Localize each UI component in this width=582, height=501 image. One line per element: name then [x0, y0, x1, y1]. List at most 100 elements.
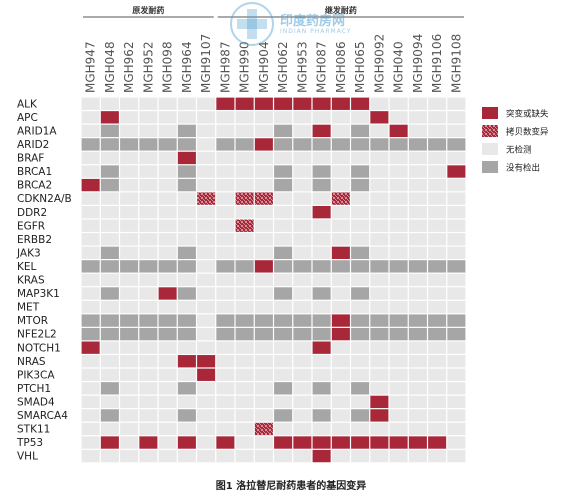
cell-not-tested — [351, 300, 370, 314]
cell-not-tested — [100, 219, 119, 232]
cell-not-detected — [235, 327, 254, 341]
cell-not-tested — [158, 449, 177, 463]
cell-not-tested — [389, 395, 408, 409]
cell-not-tested — [158, 300, 177, 314]
sample-label: MGH040 — [392, 41, 406, 93]
gene-label: PTCH1 — [17, 383, 51, 395]
cell-mutation — [177, 151, 196, 165]
cell-not-tested — [120, 355, 139, 368]
cell-not-tested — [331, 422, 350, 436]
cell-not-tested — [158, 233, 177, 246]
cell-not-tested — [197, 395, 216, 409]
cell-not-tested — [81, 300, 100, 314]
cell-not-detected — [216, 260, 235, 273]
cell-not-detected — [274, 138, 293, 151]
cell-not-detected — [351, 260, 370, 273]
cell-not-tested — [293, 341, 312, 354]
legend-swatch — [482, 161, 498, 173]
cell-not-tested — [428, 273, 447, 287]
cell-not-tested — [81, 219, 100, 232]
gene-label: JAK3 — [16, 247, 41, 259]
cell-not-detected — [254, 314, 273, 327]
cell-not-tested — [120, 300, 139, 314]
cell-mutation — [100, 436, 119, 449]
cell-mutation — [81, 341, 100, 354]
cell-not-tested — [389, 422, 408, 436]
cell-not-detected — [428, 327, 447, 341]
cell-not-tested — [120, 436, 139, 449]
cell-not-detected — [100, 124, 119, 138]
cell-mutation — [331, 327, 350, 341]
cell-not-tested — [120, 206, 139, 219]
cell-not-tested — [235, 165, 254, 178]
cell-not-tested — [81, 246, 100, 259]
cell-mutation — [312, 341, 331, 354]
cell-not-tested — [139, 395, 158, 409]
cell-not-tested — [428, 151, 447, 165]
cell-not-tested — [235, 382, 254, 395]
cell-not-tested — [120, 368, 139, 381]
cell-not-detected — [158, 327, 177, 341]
cell-not-tested — [312, 422, 331, 436]
cell-not-tested — [274, 355, 293, 368]
cell-not-tested — [197, 436, 216, 449]
cell-not-detected — [120, 327, 139, 341]
cell-not-detected — [293, 314, 312, 327]
cell-not-tested — [100, 368, 119, 381]
cell-not-tested — [408, 449, 427, 463]
cell-not-tested — [197, 327, 216, 341]
cell-not-tested — [235, 341, 254, 354]
cell-not-tested — [158, 273, 177, 287]
cell-not-detected — [177, 409, 196, 422]
cell-not-detected — [100, 327, 119, 341]
cell-not-detected — [100, 287, 119, 300]
cell-not-tested — [331, 395, 350, 409]
cell-not-tested — [370, 151, 389, 165]
cell-not-tested — [408, 192, 427, 205]
cell-not-tested — [293, 368, 312, 381]
cell-not-tested — [177, 192, 196, 205]
cell-not-tested — [293, 287, 312, 300]
cell-not-tested — [254, 111, 273, 124]
cell-not-tested — [197, 273, 216, 287]
cell-not-detected — [216, 138, 235, 151]
cell-not-tested — [370, 233, 389, 246]
cell-not-tested — [331, 165, 350, 178]
cell-not-tested — [139, 97, 158, 110]
cell-not-tested — [447, 111, 466, 124]
cell-not-detected — [293, 327, 312, 341]
cell-not-tested — [216, 368, 235, 381]
sample-label: MGH964 — [180, 41, 194, 93]
cell-not-tested — [331, 368, 350, 381]
cell-not-tested — [158, 178, 177, 192]
cell-not-tested — [216, 165, 235, 178]
cell-not-tested — [254, 368, 273, 381]
cell-not-tested — [100, 151, 119, 165]
cell-not-tested — [100, 97, 119, 110]
cell-mutation — [408, 436, 427, 449]
sample-label: MGH9092 — [372, 34, 386, 93]
cell-mutation — [100, 111, 119, 124]
cell-not-tested — [235, 300, 254, 314]
cell-not-tested — [351, 219, 370, 232]
cell-not-tested — [331, 449, 350, 463]
cell-not-tested — [351, 273, 370, 287]
cell-not-tested — [139, 178, 158, 192]
cell-not-tested — [389, 409, 408, 422]
cell-not-tested — [428, 192, 447, 205]
cell-not-tested — [389, 192, 408, 205]
cell-not-detected — [100, 138, 119, 151]
cell-copy-number — [254, 422, 273, 436]
cell-not-tested — [158, 409, 177, 422]
cell-mutation — [139, 436, 158, 449]
gene-label: KEL — [17, 261, 37, 273]
cell-not-detected — [100, 165, 119, 178]
cell-mutation — [447, 165, 466, 178]
cell-not-tested — [158, 436, 177, 449]
cell-not-detected — [389, 260, 408, 273]
cell-mutation — [216, 436, 235, 449]
cell-not-tested — [158, 341, 177, 354]
cell-not-tested — [293, 219, 312, 232]
cell-not-tested — [293, 206, 312, 219]
gene-label: PIK3CA — [17, 369, 55, 381]
